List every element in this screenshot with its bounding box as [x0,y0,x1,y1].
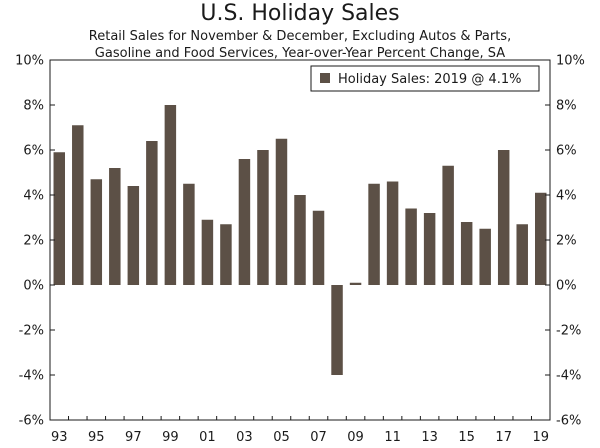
bar-2002 [220,224,232,285]
y-tick-label-right: 2% [556,234,577,249]
y-tick-label-right: -2% [556,324,581,339]
chart-subtitle: Retail Sales for November & December, Ex… [0,28,600,62]
y-tick-label-left: -2% [19,324,44,339]
bar-2010 [368,183,380,285]
y-tick-label-right: 6% [556,144,577,159]
bar-2006 [294,195,306,285]
x-tick-label: 13 [421,430,438,445]
bar-2017 [497,150,510,285]
x-tick-label: 11 [384,430,401,445]
bar-1993 [53,152,65,285]
bar-2000 [183,183,195,285]
bar-2004 [257,150,269,285]
x-tick-label: 09 [347,430,364,445]
y-tick-label-left: -4% [19,369,44,384]
legend-swatch [320,73,330,83]
legend-box [310,65,540,92]
bar-1994 [72,125,84,285]
bar-2007 [312,210,325,285]
x-tick-label: 05 [273,430,290,445]
y-tick-label-left: 0% [23,279,44,294]
y-tick-label-right: 8% [556,99,577,114]
y-tick-label-left: -6% [19,414,44,429]
bar-2019 [535,192,547,285]
subtitle-line-1: Retail Sales for November & December, Ex… [88,29,512,44]
x-tick-label: 93 [51,430,68,445]
x-tick-label: 03 [236,430,253,445]
y-tick-label-right: -4% [556,369,581,384]
bar-2001 [201,219,214,285]
y-tick-label-left: 6% [23,144,44,159]
x-tick-label: 95 [88,430,105,445]
x-tick-label: 15 [458,430,475,445]
x-tick-label: 99 [162,430,179,445]
x-tick-label: 17 [495,430,512,445]
bar-1995 [90,179,103,285]
legend: Holiday Sales: 2019 @ 4.1% [310,65,540,92]
bar-2013 [423,213,436,285]
y-tick-label-right: 4% [556,189,577,204]
bar-1998 [146,141,158,285]
y-tick-label-right: -6% [556,414,581,429]
bar-2011 [386,181,399,285]
bar-2016 [479,228,491,285]
y-tick-label-left: 2% [23,234,44,249]
x-tick-label: 97 [125,430,142,445]
x-tick-label: 01 [199,430,216,445]
bar-2005 [275,138,288,285]
axis-labels: -6% -6% -4% -4% -2% -2% 0% 0% 2% 2% 4% 4% 6% 6% 8% 8% 10… [15,54,585,446]
bar-1999 [164,105,177,285]
y-tick-label-right: 0% [556,279,577,294]
y-tick-label-left: 10% [15,54,44,69]
y-tick-label-left: 4% [23,189,44,204]
bar-2012 [405,208,417,285]
x-tick-label: 07 [310,430,327,445]
y-tick-label-left: 8% [23,99,44,114]
bar-2003 [238,159,251,285]
bar-2008 [331,285,343,375]
bar-2018 [516,224,528,285]
chart-title: U.S. Holiday Sales [200,1,400,26]
bars-group [53,105,547,375]
y-tick-label-right: 10% [556,54,585,69]
axis-ticks [49,59,551,421]
bar-2009 [349,282,362,285]
subtitle-line-2: Gasoline and Food Services, Year-over-Ye… [94,46,506,61]
bar-2015 [460,222,473,285]
bar-2014 [442,165,454,285]
x-tick-label: 19 [532,430,549,445]
bar-1997 [127,186,140,285]
legend-label: Holiday Sales: 2019 @ 4.1% [338,72,522,87]
bar-1996 [109,168,121,285]
